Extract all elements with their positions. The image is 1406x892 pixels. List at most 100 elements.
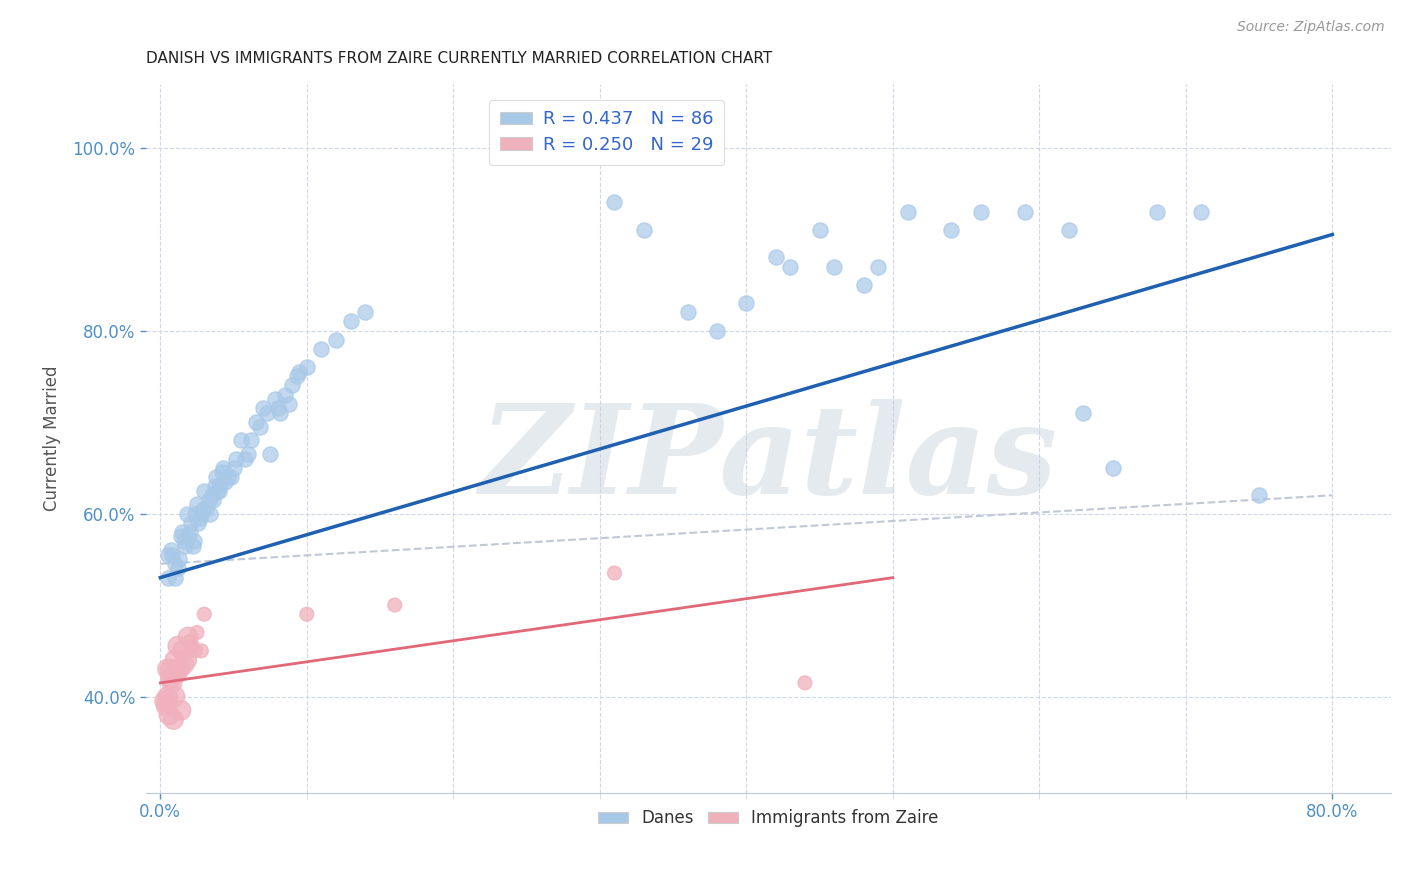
Point [186,497,208,511]
Point [288,365,311,379]
Point [256,406,278,420]
Point [779,260,801,274]
Point [163,557,186,571]
Point [285,369,308,384]
Point [177,630,200,644]
Y-axis label: Currently Married: Currently Married [44,366,60,511]
Point [1249,488,1271,502]
Point [240,434,263,448]
Point [174,539,197,553]
Point [184,644,207,658]
Point [153,694,176,708]
Point [155,698,177,713]
Point [676,305,699,319]
Point [214,475,236,489]
Point [1014,204,1036,219]
Point [219,470,242,484]
Point [202,492,225,507]
Point [238,447,260,461]
Point [1101,460,1123,475]
Point [184,507,207,521]
Point [163,571,186,585]
Point [823,260,845,274]
Point [169,662,191,676]
Point [193,483,215,498]
Point [229,434,252,448]
Point [179,634,201,648]
Point [311,342,333,356]
Point [794,676,817,690]
Point [177,529,200,543]
Point [868,260,890,274]
Point [941,223,963,237]
Point [208,483,231,498]
Point [269,406,291,420]
Point [603,195,626,210]
Point [245,415,267,429]
Point [1073,406,1095,420]
Point [160,676,183,690]
Point [180,516,202,530]
Point [207,483,229,498]
Point [167,561,190,575]
Point [222,460,245,475]
Point [1189,204,1212,219]
Point [200,488,222,502]
Point [204,479,226,493]
Point [159,543,181,558]
Point [205,470,228,484]
Point [209,479,232,493]
Point [212,460,235,475]
Point [808,223,831,237]
Point [156,662,179,676]
Point [603,566,626,580]
Point [217,470,239,484]
Point [159,662,181,676]
Point [896,204,918,219]
Point [157,707,180,722]
Point [156,690,179,704]
Point [1057,223,1080,237]
Point [173,657,195,672]
Point [191,502,214,516]
Point [354,305,377,319]
Point [384,598,406,612]
Text: Source: ZipAtlas.com: Source: ZipAtlas.com [1237,20,1385,34]
Point [765,251,787,265]
Point [172,644,194,658]
Point [278,397,301,411]
Point [225,451,247,466]
Point [1146,204,1168,219]
Point [159,671,181,685]
Point [170,529,193,543]
Point [211,466,233,480]
Point [233,451,256,466]
Point [252,401,274,416]
Point [170,703,193,717]
Point [181,639,204,653]
Point [156,571,179,585]
Point [249,419,271,434]
Point [263,392,285,407]
Point [183,534,205,549]
Point [160,548,183,562]
Point [162,713,184,727]
Point [970,204,993,219]
Point [156,548,179,562]
Point [274,387,297,401]
Point [173,534,195,549]
Point [176,507,198,521]
Point [163,653,186,667]
Point [197,492,219,507]
Point [325,333,347,347]
Point [165,666,187,681]
Point [181,539,204,553]
Point [188,511,211,525]
Point [852,277,875,292]
Point [179,524,201,539]
Text: DANISH VS IMMIGRANTS FROM ZAIRE CURRENTLY MARRIED CORRELATION CHART: DANISH VS IMMIGRANTS FROM ZAIRE CURRENTL… [146,51,772,66]
Point [190,644,212,658]
Point [194,502,217,516]
Point [735,296,758,310]
Point [186,625,208,640]
